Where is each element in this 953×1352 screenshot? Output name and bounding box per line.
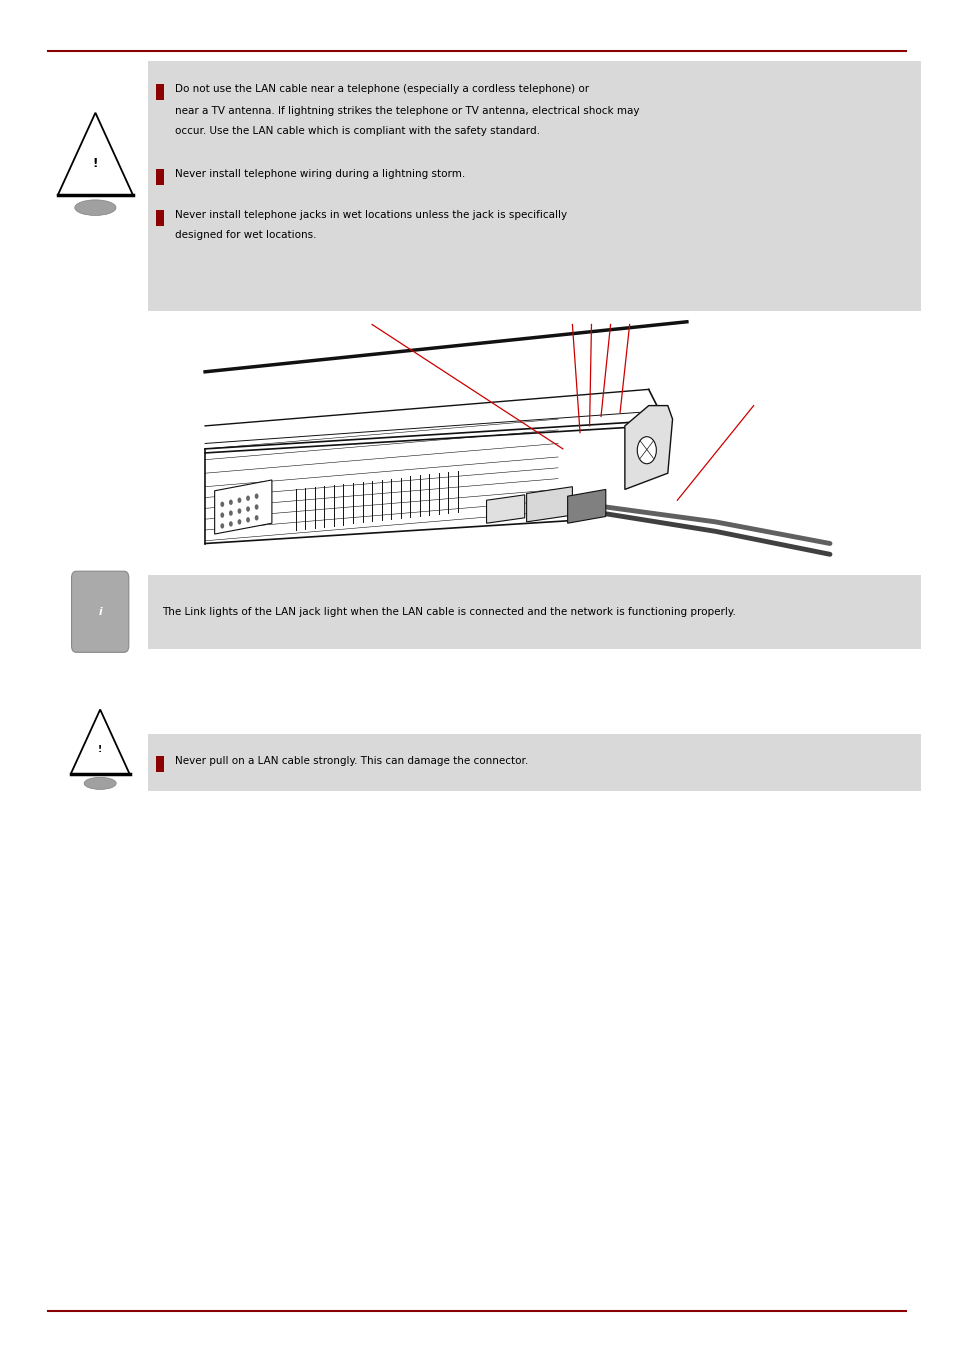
Circle shape bbox=[237, 498, 241, 503]
FancyBboxPatch shape bbox=[148, 734, 920, 791]
FancyBboxPatch shape bbox=[155, 84, 164, 100]
Text: Never pull on a LAN cable strongly. This can damage the connector.: Never pull on a LAN cable strongly. This… bbox=[174, 756, 527, 767]
FancyBboxPatch shape bbox=[155, 169, 164, 185]
Text: !: ! bbox=[92, 157, 98, 170]
Circle shape bbox=[254, 504, 258, 510]
Circle shape bbox=[220, 523, 224, 529]
Text: Never install telephone wiring during a lightning storm.: Never install telephone wiring during a … bbox=[174, 169, 464, 180]
FancyBboxPatch shape bbox=[71, 571, 129, 653]
Polygon shape bbox=[567, 489, 605, 523]
FancyBboxPatch shape bbox=[155, 756, 164, 772]
Text: !: ! bbox=[98, 745, 102, 754]
Polygon shape bbox=[486, 495, 524, 523]
Text: designed for wet locations.: designed for wet locations. bbox=[174, 230, 315, 241]
FancyBboxPatch shape bbox=[148, 61, 920, 311]
Polygon shape bbox=[57, 112, 133, 196]
Circle shape bbox=[637, 437, 656, 464]
Circle shape bbox=[229, 511, 233, 516]
Polygon shape bbox=[526, 487, 572, 522]
Circle shape bbox=[254, 515, 258, 521]
Text: occur. Use the LAN cable which is compliant with the safety standard.: occur. Use the LAN cable which is compli… bbox=[174, 126, 539, 137]
Text: The Link lights of the LAN jack light when the LAN cable is connected and the ne: The Link lights of the LAN jack light wh… bbox=[162, 607, 736, 617]
FancyBboxPatch shape bbox=[155, 210, 164, 226]
Ellipse shape bbox=[74, 200, 116, 215]
Polygon shape bbox=[71, 710, 130, 773]
FancyBboxPatch shape bbox=[148, 575, 920, 649]
Circle shape bbox=[246, 518, 250, 523]
Circle shape bbox=[220, 512, 224, 518]
Ellipse shape bbox=[84, 777, 116, 790]
Text: Never install telephone jacks in wet locations unless the jack is specifically: Never install telephone jacks in wet loc… bbox=[174, 210, 566, 220]
Polygon shape bbox=[624, 406, 672, 489]
Circle shape bbox=[229, 500, 233, 506]
Circle shape bbox=[246, 496, 250, 502]
Circle shape bbox=[237, 508, 241, 514]
Circle shape bbox=[246, 507, 250, 511]
Circle shape bbox=[220, 502, 224, 507]
Circle shape bbox=[229, 522, 233, 527]
Circle shape bbox=[254, 493, 258, 499]
Text: Do not use the LAN cable near a telephone (especially a cordless telephone) or: Do not use the LAN cable near a telephon… bbox=[174, 84, 588, 95]
Polygon shape bbox=[214, 480, 272, 534]
Text: i: i bbox=[98, 607, 102, 617]
Text: near a TV antenna. If lightning strikes the telephone or TV antenna, electrical : near a TV antenna. If lightning strikes … bbox=[174, 105, 639, 116]
Circle shape bbox=[237, 519, 241, 525]
